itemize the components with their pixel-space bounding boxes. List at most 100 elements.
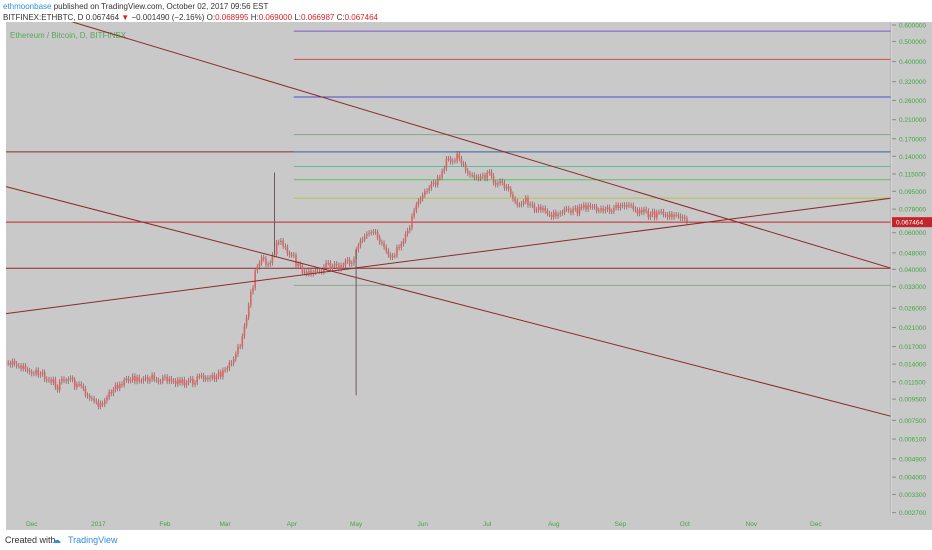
candle-body [348,259,351,265]
price-chart[interactable]: Ethereum / Bitcoin, D, BITFINEX 0.600000… [0,22,932,530]
candle-body [84,388,87,395]
author-link[interactable]: ethmoonbase [3,2,52,11]
candle-body [230,362,233,364]
candle-body [224,369,226,371]
candle-body [439,177,441,179]
candle-body [641,210,643,213]
candle-body [359,240,362,246]
time-axis[interactable] [6,516,932,530]
candle-body [351,263,353,265]
candle-body [398,247,400,249]
candle-body [297,263,299,266]
candle-body [497,183,499,185]
candle-body [260,257,263,264]
candle-body [570,210,572,213]
candle-body [192,378,194,385]
candle-body [563,209,566,213]
candle-body [119,384,121,389]
y-tick-label: 0.210000 [899,117,926,124]
candle-body [58,381,61,390]
y-tick-label: 0.115000 [899,172,926,179]
candle-body [63,378,65,381]
candle-body [43,372,46,380]
open-value: 0.068995 [215,13,249,22]
candle-body [346,259,349,262]
candle-body [505,186,508,188]
candle-body [97,401,100,407]
candle-body [239,346,241,348]
candle-body [290,254,293,256]
candle-body [271,254,274,263]
candle-body [338,265,340,269]
y-tick-label: 0.040000 [899,267,926,274]
candle-body [282,240,284,247]
candle-body [185,382,188,386]
candle-body [636,209,639,214]
candle-body [462,163,465,165]
candle-body [473,175,476,178]
trend-line [72,22,892,269]
candle-body [37,369,40,375]
candle-body [78,383,80,385]
publish-line: ethmoonbase published on TradingView.com… [3,1,268,12]
candle-body [209,377,211,379]
y-tick-label: 0.140000 [899,154,926,161]
candle-body [454,160,456,162]
x-tick-label: Aug [548,521,560,528]
x-tick-label: 2017 [91,521,106,528]
candle-body [467,170,469,174]
candle-body [200,375,203,377]
candle-body [409,227,411,231]
plot-area[interactable] [6,22,891,516]
candle-body [630,205,632,207]
candle-body [267,264,269,266]
candle-body [69,378,72,380]
candle-body [370,232,372,234]
candle-body [675,214,677,216]
candle-body [295,255,297,266]
candle-body [619,205,622,208]
candle-body [516,201,519,205]
candle-body [548,213,551,215]
candle-body [331,266,334,269]
candle-body [7,362,9,364]
candle-body [576,207,579,214]
candle-body [104,400,106,405]
candle-body [61,378,63,382]
y-tick-label: 0.017000 [899,344,926,351]
y-tick-label: 0.078000 [899,207,926,214]
candle-body [13,361,16,364]
trend-line [5,186,892,417]
candle-body [518,204,521,206]
current-price-marker: 0.067464 [892,217,932,228]
candle-body [241,336,244,347]
candle-body [443,168,446,172]
high-label: H: [250,13,259,22]
open-label: O: [206,13,216,22]
y-tick-label: 0.400000 [899,59,926,66]
candle-body [374,231,377,233]
candle-body [432,182,435,184]
candle-body [217,372,220,377]
price-axis[interactable] [892,22,932,516]
tradingview-logo-icon[interactable]: ☁ [52,535,61,545]
candle-body [265,258,267,265]
candle-body [316,270,319,272]
candle-body [93,398,95,401]
candle-body [222,370,224,377]
candle-body [585,204,587,210]
current-price-label: 0.067464 [896,220,923,227]
candle-body [86,394,89,397]
x-axis-ticks: Dec 2017 Feb Mar Apr May Jun Jul Aug Sep Oct Nov Dec [26,521,822,528]
price-change: −0.001490 (−2.16%) [131,13,205,22]
candle-body [520,203,523,205]
candle-body [340,265,342,269]
candle-body [436,177,439,185]
candles [7,151,688,410]
x-tick-label: Jun [417,521,428,528]
candle-body [166,376,168,382]
y-tick-label: 0.002700 [899,510,926,517]
candle-body [580,206,583,208]
candle-body [458,153,461,159]
tradingview-brand-link[interactable]: TradingView [68,535,118,545]
